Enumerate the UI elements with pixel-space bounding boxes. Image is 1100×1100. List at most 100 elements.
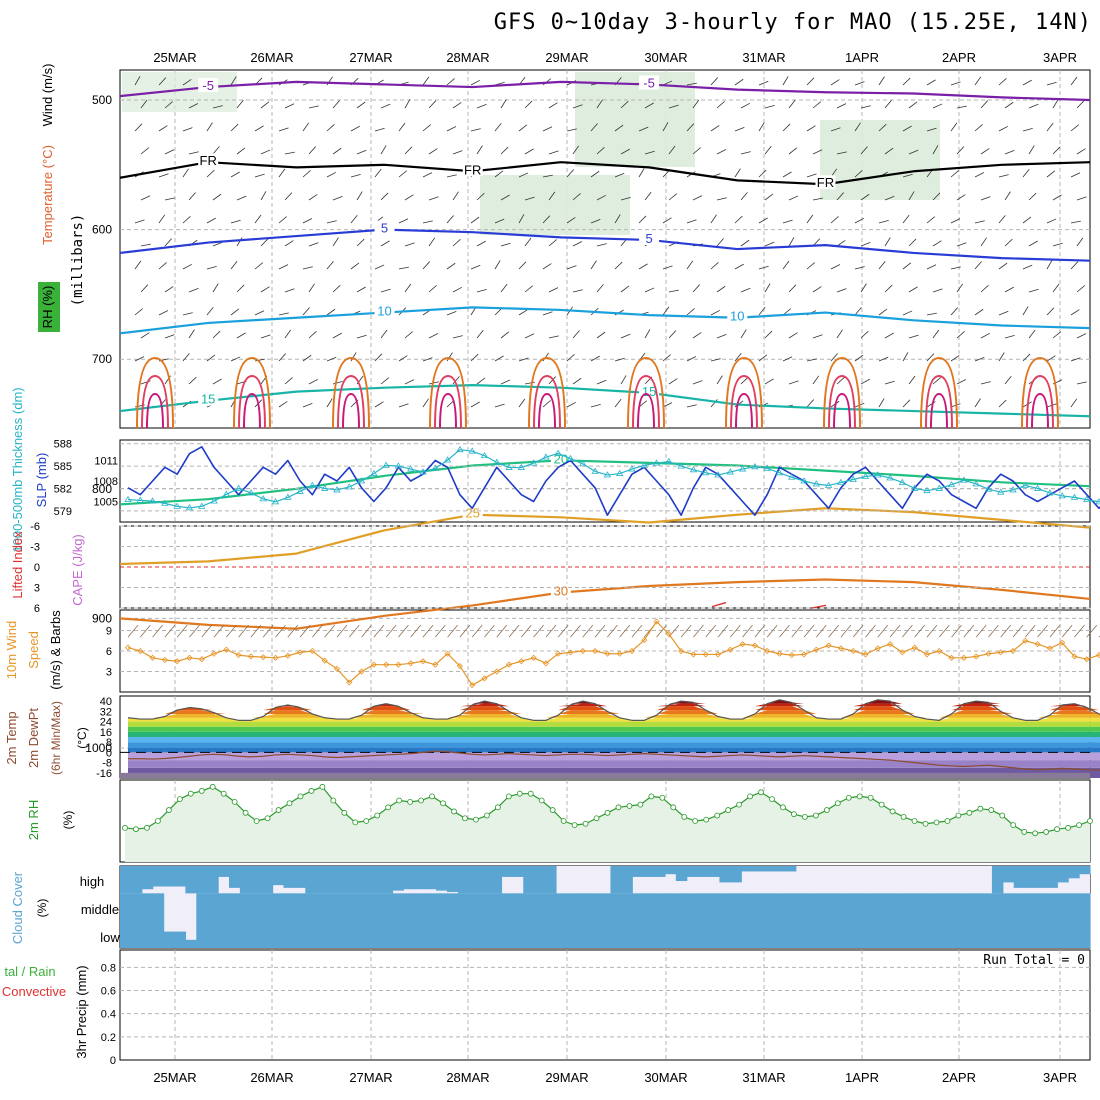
wind-barb [710,125,720,132]
wind-barb [164,197,175,201]
mid-cloud-bar [817,893,830,948]
panel-frame [119,949,1091,1061]
high-cloud-bar [468,866,481,894]
wind-barb [164,334,175,339]
wind-barb [596,99,603,109]
temp-tick: 0 [106,747,112,759]
wind-barb [332,332,342,339]
wind-barb [566,128,577,132]
rh-marker [242,809,249,816]
surface-temp-contour [337,374,365,429]
contour-label-bg [198,153,219,168]
rh-marker [429,793,435,800]
wind-speed-marker [837,645,844,652]
thickness-marker [308,481,317,488]
wind-speed-marker [395,661,402,668]
wind-barb [1004,238,1013,247]
temp-band [128,760,1100,768]
wind-barb [1070,398,1078,408]
thickness-marker [1095,498,1100,505]
wind-barb [788,195,799,201]
wind-barb [908,101,918,109]
wind-barb [764,193,774,201]
surface-wind-barb [840,624,852,638]
wind-barb [812,101,822,109]
wind-barb [518,124,528,132]
mid-cloud-bar [414,893,426,948]
contour-label: 10 [377,304,391,319]
wind-barb [404,379,415,385]
thickness-marker [972,480,980,487]
wind-barb [932,288,943,293]
wind-barb [710,358,721,362]
high-cloud-bar [479,866,492,894]
rh-marker [1021,829,1028,835]
rh-marker [758,789,764,796]
thickness-marker [579,460,587,467]
wind-barb [494,218,505,224]
thickness-marker [652,459,661,466]
wind-speed-marker [210,650,218,657]
rh-marker [801,814,808,820]
surface-temp-contour [627,356,665,429]
wind-speed-marker [456,662,463,670]
wind-barb [590,170,600,178]
mid-cloud-bar [730,893,742,948]
mid-cloud-bar [141,893,154,948]
wind-barb [908,375,916,385]
thickness-marker [271,498,280,505]
surface-wind-barb [496,624,508,638]
wind-label: 10m Wind [4,621,19,680]
wind-barb [140,243,151,247]
high-cloud-bar [370,866,383,894]
mid-cloud-bar [239,893,252,948]
thickness-tick: 585 [54,461,72,473]
high-cloud-bar [327,866,339,894]
precip-tick: 0.2 [101,1032,116,1044]
surface-temp-contour [538,392,556,429]
wind-barb [1076,196,1087,201]
wind-speed-marker [739,641,746,648]
wind-barb [134,219,145,224]
wind-barb [452,335,463,339]
high-cloud-bar [261,866,274,894]
rh-marker [999,812,1006,819]
surface-wind-barb [176,624,188,638]
surface-wind-barb [926,624,938,638]
wind-barb [860,105,871,109]
thickness-marker [554,449,562,456]
wind-barb [692,380,703,385]
thickness-marker [837,478,845,485]
mid-cloud-bar [850,893,862,948]
wind-barb [254,214,262,224]
wind-barb [422,124,431,132]
wind-barb [230,171,240,178]
rh-marker [834,800,841,807]
thickness-marker [566,454,575,462]
thickness-marker [1021,481,1029,488]
wind-speed-marker [702,651,709,658]
wind-barb [1070,309,1080,316]
wind-barb [878,76,885,86]
rh-marker [198,788,205,794]
surface-temp-contour [141,374,169,429]
wind-barb [884,237,891,247]
rh-marker [154,818,161,824]
wind-speed-marker [137,647,144,655]
wind-barb [884,100,892,109]
date-label-bottom: 26MAR [250,1070,293,1085]
wind-barb [758,169,767,178]
surface-wind-barb [816,624,827,638]
mid-cloud-bar [468,893,481,948]
wind-barb [518,214,525,224]
thickness-marker [726,468,734,475]
high-cloud-bar [675,866,688,882]
surface-wind-barb [434,624,446,638]
contour-label: FR [464,162,481,177]
wind-barb [740,151,751,155]
wind-speed-marker [665,630,672,637]
thickness-marker [234,484,243,491]
rh-marker [703,816,710,823]
wind-barb [302,122,310,132]
wind-barb [572,104,583,109]
